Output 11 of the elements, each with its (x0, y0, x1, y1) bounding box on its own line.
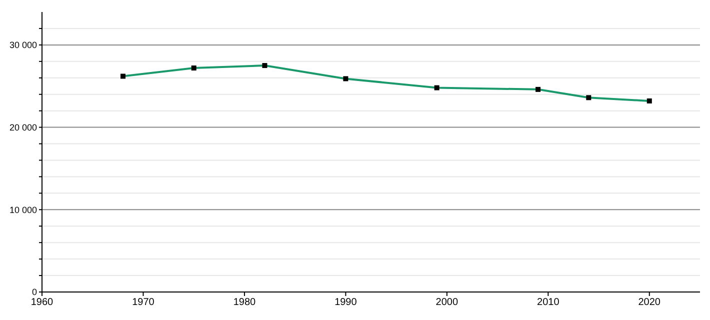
x-tick-label: 1990 (334, 297, 358, 308)
y-tick-label: 0 (32, 287, 37, 298)
x-tick-label: 1960 (30, 297, 54, 308)
y-tick-label: 20 000 (9, 122, 37, 132)
y-tick-label: 10 000 (9, 204, 37, 215)
x-tick-label: 2010 (537, 297, 560, 308)
x-tick-label: 2020 (638, 297, 661, 308)
x-tick-label: 1980 (233, 297, 256, 308)
x-tick-label: 2000 (436, 297, 458, 308)
x-tick-label: 1970 (132, 297, 155, 308)
y-tick-label: 30 000 (9, 40, 37, 50)
